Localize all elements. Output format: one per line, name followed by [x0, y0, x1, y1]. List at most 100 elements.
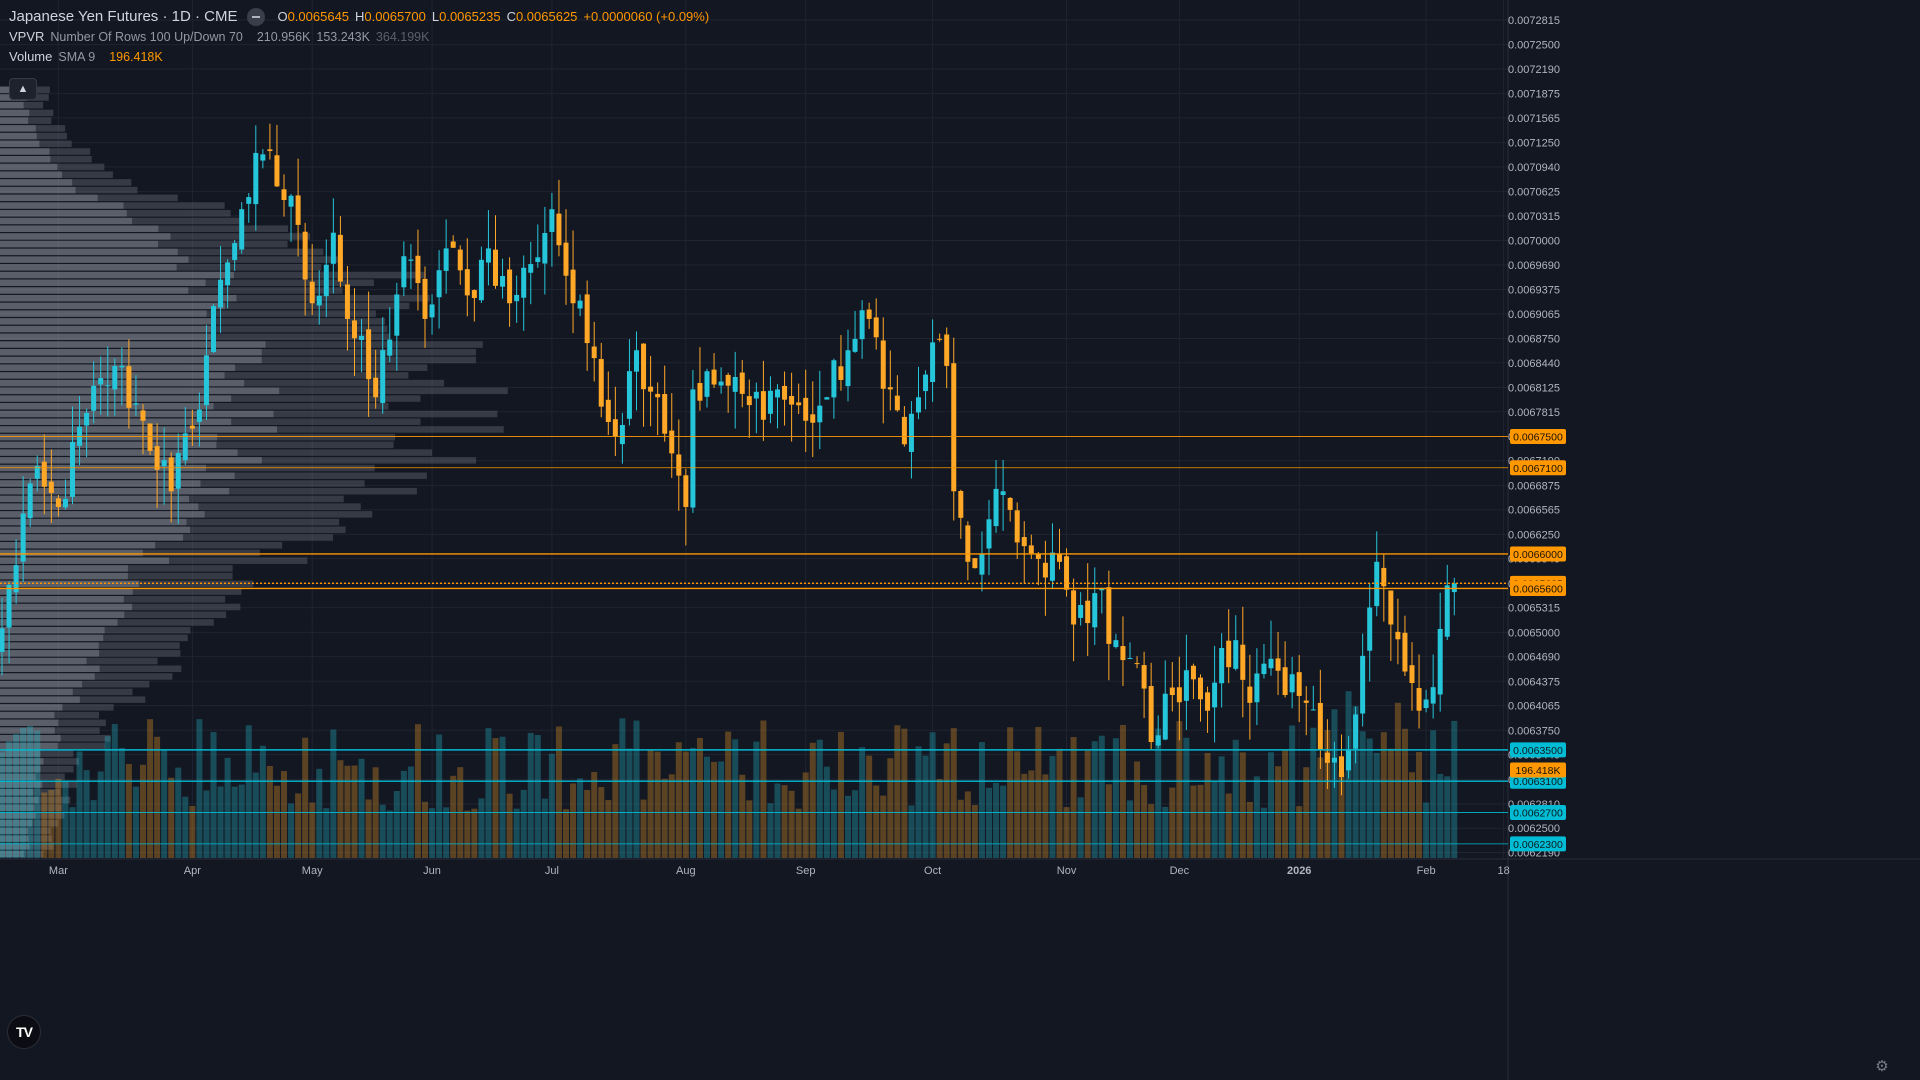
- vpvr-row-down: [265, 341, 483, 348]
- vpvr-row-down: [54, 727, 100, 734]
- chevron-up-icon: ▲: [17, 83, 29, 95]
- price-tick-label: 0.0066250: [1508, 529, 1560, 541]
- gear-icon[interactable]: ⚙: [1875, 1058, 1889, 1075]
- volume-bar: [1352, 706, 1359, 858]
- price-tick-label: 0.0066565: [1508, 505, 1560, 517]
- vpvr-row-up: [0, 657, 87, 665]
- volume-bar: [993, 782, 1000, 858]
- vpvr-row-up: [0, 742, 58, 750]
- time-axis[interactable]: Mar Apr May Jun Jul Aug Sep Oct Nov Dec 2026 Feb 18: [49, 865, 1510, 877]
- vpvr-row-down: [213, 325, 388, 333]
- hide-eye-icon[interactable]: [247, 8, 266, 26]
- volume-bar: [309, 802, 316, 858]
- vpvr-row-up: [0, 534, 184, 541]
- vpvr-row-up: [0, 171, 63, 178]
- candle-body: [478, 259, 484, 301]
- candle-body: [598, 359, 604, 407]
- price-label-box: [1510, 836, 1566, 852]
- volume-bar: [443, 807, 450, 858]
- volume-bar: [718, 761, 725, 858]
- candle-body: [1317, 702, 1323, 750]
- candle-body: [1071, 590, 1077, 625]
- price-tick-label: 0.0071250: [1508, 138, 1560, 150]
- tradingview-logo[interactable]: TV: [7, 1015, 41, 1049]
- ohlc-open-key: O: [277, 9, 288, 24]
- time-tick-label: Dec: [1170, 865, 1190, 877]
- price-axis[interactable]: 0.0072815 0.0072500 0.0072190 0.0071875 0.00…: [1508, 15, 1560, 860]
- volume-bar: [154, 736, 161, 858]
- volume-bar: [704, 756, 710, 858]
- volume-bar: [132, 786, 139, 858]
- vpvr-row-up: [0, 819, 32, 827]
- vpvr-row-down: [33, 789, 61, 796]
- vpvr-row-up: [0, 827, 28, 835]
- time-tick-label: 2026: [1287, 865, 1311, 877]
- price-tick-label: 0.0068440: [1508, 358, 1560, 370]
- volume-bar: [302, 737, 309, 858]
- candle-body: [908, 413, 914, 452]
- candle-body: [634, 350, 639, 372]
- vpvr-row-up: [0, 287, 189, 294]
- symbol-title[interactable]: Japanese Yen Futures · 1D · CME: [9, 8, 238, 25]
- candles: [0, 123, 1457, 796]
- vpvr-row-up: [0, 179, 73, 186]
- volume-bar: [978, 742, 985, 858]
- price-tick-label: 0.0069065: [1508, 309, 1560, 321]
- candle-body: [485, 248, 491, 263]
- volume-bar: [1260, 807, 1267, 858]
- candle-body: [683, 475, 689, 507]
- vpvr-row-down: [206, 310, 376, 317]
- candle-body: [147, 423, 153, 451]
- vpvr-row-up: [0, 225, 159, 232]
- volume-bar: [323, 808, 330, 858]
- time-tick-label: Mar: [49, 865, 68, 877]
- vpvr-row-up: [0, 217, 133, 225]
- vpvr-row-up: [0, 518, 187, 526]
- vpvr-row-up: [0, 704, 63, 711]
- volume-bar: [13, 734, 20, 858]
- vpvr-row-up: [0, 696, 80, 703]
- candle-body: [591, 346, 597, 359]
- time-tick-label: 18: [1498, 865, 1510, 877]
- vpvr-row-down: [28, 117, 52, 124]
- candle-body: [401, 256, 407, 288]
- candle-body: [344, 284, 350, 319]
- vpvr-row-up: [0, 789, 34, 796]
- collapse-legend-button[interactable]: ▲: [9, 78, 37, 100]
- price-tick-label: 0.0065315: [1508, 603, 1560, 615]
- candle-body: [1000, 491, 1006, 495]
- horizontal-lines[interactable]: [0, 436, 1508, 845]
- volume-bar: [668, 774, 675, 858]
- candle-body: [62, 498, 68, 508]
- volume-bar: [929, 732, 936, 858]
- vpvr-row-up: [0, 680, 83, 688]
- volume-bar: [1176, 721, 1183, 858]
- vpvr-row-down: [237, 449, 433, 456]
- candle-body: [1310, 709, 1316, 711]
- vpvr-row-down: [82, 680, 150, 688]
- volume-bar: [1387, 748, 1394, 858]
- price-tick-label: 0.0072500: [1508, 40, 1560, 52]
- candle-body: [189, 425, 195, 429]
- volume-row[interactable]: Volume SMA 9 196.418K: [9, 47, 709, 67]
- vpvr-row-down: [231, 395, 421, 402]
- time-tick-label: Oct: [924, 865, 941, 877]
- volume-bar: [414, 724, 421, 858]
- candle-body: [577, 300, 583, 309]
- vpvr-row[interactable]: VPVR Number Of Rows 100 Up/Down 70 210.9…: [9, 27, 709, 47]
- volume-label-text: 196.418K: [1516, 765, 1561, 777]
- volume-bar: [859, 747, 866, 858]
- volume-bar: [1098, 735, 1105, 858]
- volume-bar: [41, 792, 48, 858]
- volume-bar: [1232, 739, 1239, 858]
- volume-bar: [760, 720, 767, 858]
- vpvr-row-down: [98, 642, 180, 649]
- candle-body: [1303, 700, 1309, 703]
- candle-body: [1212, 682, 1218, 708]
- volume-bar: [6, 741, 13, 858]
- vpvr-row-up: [0, 302, 226, 310]
- candle-body: [13, 565, 19, 593]
- candle-body: [1183, 670, 1189, 701]
- volume-bar: [492, 738, 499, 858]
